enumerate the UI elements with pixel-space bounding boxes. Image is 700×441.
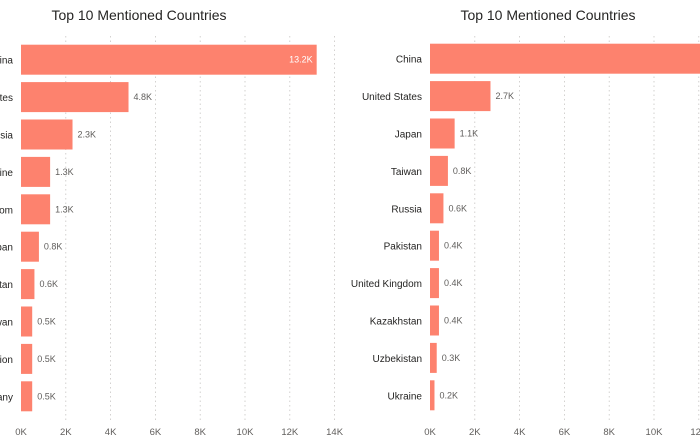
category-label: China bbox=[396, 55, 423, 66]
category-label: Japan bbox=[0, 243, 13, 254]
bar bbox=[21, 381, 33, 412]
category-label: Pakistan bbox=[0, 280, 13, 291]
category-label: United States bbox=[0, 93, 13, 104]
x-tick-label: 10K bbox=[237, 427, 255, 438]
value-label: 0.5K bbox=[37, 391, 56, 401]
value-label: 1.3K bbox=[55, 204, 74, 214]
bar bbox=[21, 82, 129, 113]
value-label: 0.4K bbox=[444, 278, 463, 288]
bar bbox=[21, 269, 35, 300]
category-label: Pakistan bbox=[384, 242, 422, 253]
bar bbox=[430, 155, 448, 186]
bar bbox=[430, 230, 439, 261]
category-label: Taiwan bbox=[0, 318, 13, 329]
value-label: 0.4K bbox=[444, 241, 463, 251]
bar bbox=[430, 193, 444, 224]
category-label: United States bbox=[362, 92, 422, 103]
x-tick-label: 2K bbox=[469, 427, 481, 438]
value-label: 13.2K bbox=[289, 55, 313, 65]
bar bbox=[430, 43, 700, 74]
value-label: 1.3K bbox=[55, 167, 74, 177]
chart-title: Top 10 Mentioned Countries bbox=[460, 7, 635, 23]
x-tick-label: 4K bbox=[514, 427, 526, 438]
category-label: Ukraine bbox=[0, 168, 13, 179]
value-label: 2.3K bbox=[78, 130, 97, 140]
chart-title: Top 10 Mentioned Countries bbox=[51, 7, 226, 23]
category-label: China bbox=[0, 56, 13, 67]
left-bar-chart: Top 10 Mentioned Countries 0K 2K 4K 6K 8K 10K 1… bbox=[0, 7, 344, 438]
value-label: 0.8K bbox=[453, 166, 472, 176]
value-label: 0.5K bbox=[37, 317, 56, 327]
x-tick-label: 6K bbox=[150, 427, 162, 438]
x-tick-label: 6K bbox=[559, 427, 571, 438]
value-label: 2.7K bbox=[495, 91, 514, 101]
bar bbox=[430, 268, 439, 299]
category-label: Russia bbox=[0, 131, 13, 142]
x-tick-label: 4K bbox=[105, 427, 117, 438]
x-tick-label: 12K bbox=[690, 427, 700, 438]
value-label: 0.8K bbox=[44, 242, 63, 252]
category-label: United Kingdom bbox=[351, 279, 422, 290]
category-label: Taiwan bbox=[391, 167, 422, 178]
right-chart-panel: Top 10 Mentioned Countries 0K 2K 4K 6K 8K 10K 1… bbox=[350, 0, 700, 441]
bar bbox=[21, 194, 51, 225]
x-tick-label: 0K bbox=[15, 427, 27, 438]
bar bbox=[21, 119, 73, 150]
category-label: Kazakhstan bbox=[370, 317, 422, 328]
value-label: 0.5K bbox=[37, 354, 56, 364]
value-label: 0.6K bbox=[39, 279, 58, 289]
bar bbox=[21, 44, 317, 75]
x-tick-label: 12K bbox=[281, 427, 299, 438]
category-label: Russia bbox=[391, 204, 422, 215]
value-label: 0.6K bbox=[448, 203, 467, 213]
bar bbox=[21, 343, 33, 374]
x-tick-label: 2K bbox=[60, 427, 72, 438]
bar bbox=[21, 306, 33, 337]
bar bbox=[430, 305, 439, 336]
value-label: 1.1K bbox=[460, 129, 479, 139]
value-label: 0.2K bbox=[439, 390, 458, 400]
right-bar-chart: Top 10 Mentioned Countries 0K 2K 4K 6K 8K 10K 1… bbox=[351, 7, 700, 438]
value-label: 0.3K bbox=[442, 353, 461, 363]
left-chart-panel: Top 10 Mentioned Countries 0K 2K 4K 6K 8K 10K 1… bbox=[0, 7, 344, 438]
category-label: United Kingdom bbox=[0, 205, 13, 216]
bar bbox=[430, 342, 437, 373]
x-tick-label: 8K bbox=[194, 427, 206, 438]
category-label: Germany bbox=[0, 392, 13, 403]
value-label: 0.4K bbox=[444, 316, 463, 326]
bar bbox=[430, 380, 435, 411]
x-tick-label: 14K bbox=[326, 427, 344, 438]
bar bbox=[21, 156, 51, 187]
x-tick-label: 0K bbox=[424, 427, 436, 438]
x-tick-label: 10K bbox=[646, 427, 664, 438]
category-label: Uzbekistan bbox=[373, 354, 422, 365]
bar bbox=[430, 118, 455, 149]
category-label: European Union bbox=[0, 355, 13, 366]
category-label: Ukraine bbox=[388, 391, 423, 402]
category-label: Japan bbox=[395, 130, 422, 141]
x-tick-label: 8K bbox=[603, 427, 615, 438]
bar bbox=[430, 81, 491, 112]
value-label: 4.8K bbox=[134, 92, 153, 102]
bar bbox=[21, 231, 39, 262]
